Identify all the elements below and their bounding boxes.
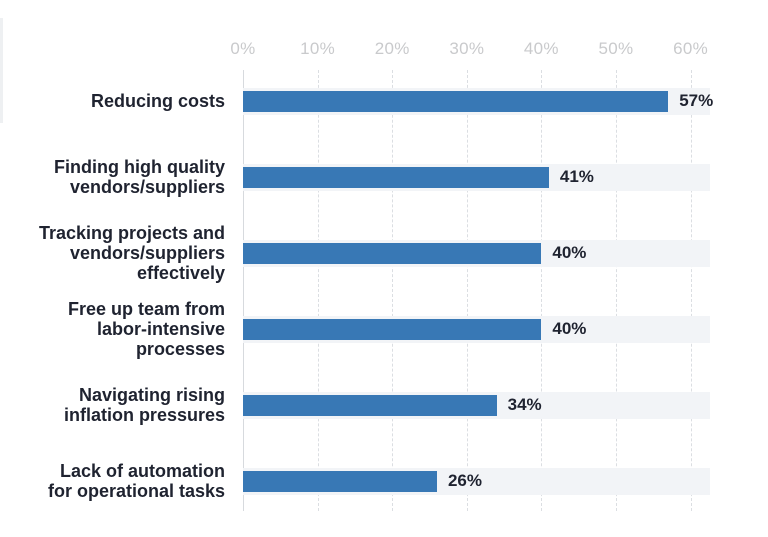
bar-value-label: 40% (552, 319, 587, 338)
bar-value-label: 57% (679, 91, 714, 110)
bar (243, 90, 669, 112)
x-axis-tick-label: 60% (673, 39, 709, 58)
category-label: Reducing costs (90, 91, 225, 111)
bar-value-label: 41% (559, 167, 594, 186)
x-axis-tick-label: 40% (523, 39, 559, 58)
bar (243, 318, 542, 340)
category-label: Finding high quality vendors/suppliers (54, 157, 225, 197)
gridline (392, 70, 394, 511)
bar-value-label: 26% (447, 471, 482, 490)
x-axis-tick-label: 0% (230, 39, 256, 58)
bar (243, 394, 497, 416)
gridline (466, 70, 468, 511)
left-edge-artifact (0, 18, 3, 123)
bar-value-label: 34% (507, 395, 542, 414)
x-axis-tick-label: 10% (300, 39, 336, 58)
category-label: Tracking projects and vendors/suppliers … (38, 223, 225, 283)
y-axis-line (243, 70, 244, 511)
gridline (616, 70, 617, 511)
x-axis-tick-label: 50% (598, 39, 634, 58)
bar (243, 470, 437, 492)
bar-value-label: 40% (552, 243, 587, 262)
gridline (690, 70, 692, 511)
category-label: Free up team from labor-intensive proces… (67, 299, 225, 359)
x-axis-tick-label: 20% (374, 39, 410, 58)
category-label: Lack of automation for operational tasks (47, 461, 225, 501)
x-axis-tick-label: 30% (449, 39, 485, 58)
gridline (541, 70, 543, 511)
gridline (317, 70, 319, 511)
bar (243, 166, 549, 188)
category-label: Navigating rising inflation pressures (63, 385, 225, 425)
bar (243, 242, 542, 264)
